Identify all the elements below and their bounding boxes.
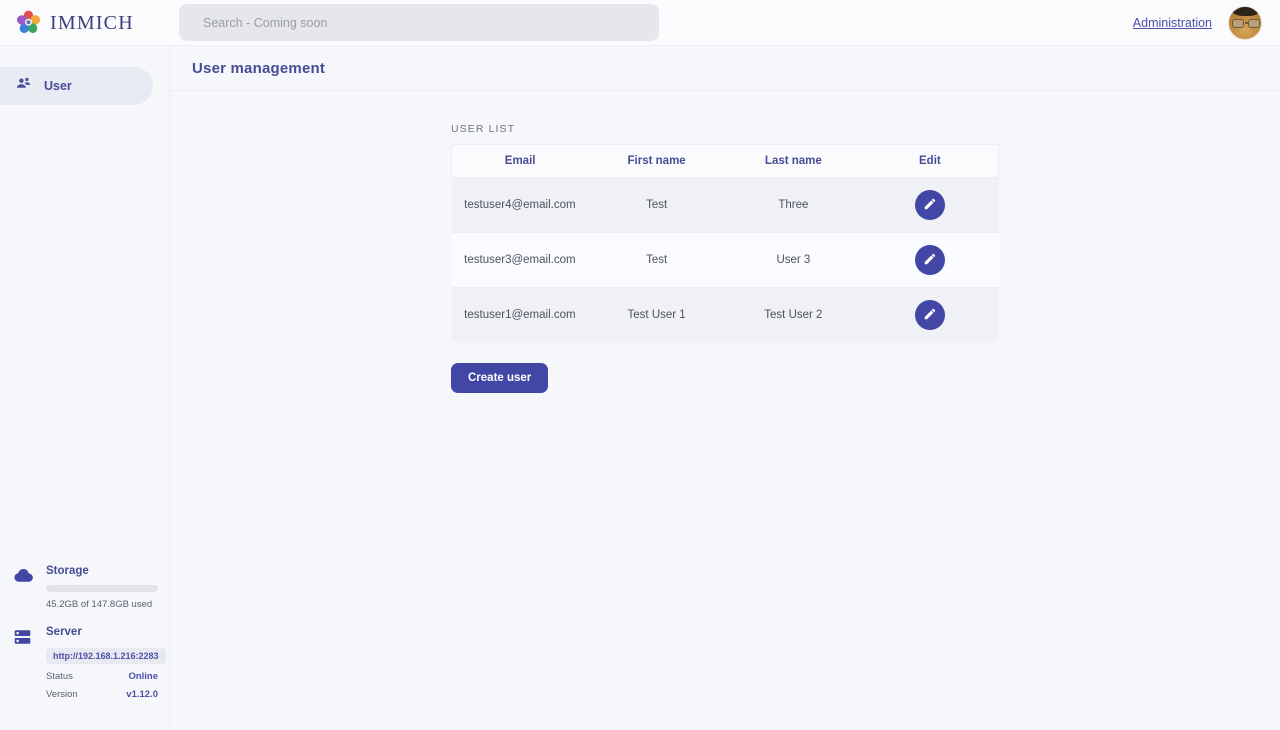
avatar-hair: [1231, 6, 1261, 16]
edit-user-button[interactable]: [915, 300, 946, 331]
edit-user-button[interactable]: [915, 190, 946, 220]
search-container: [179, 4, 659, 41]
panel-footer: Create user: [451, 343, 999, 393]
page-title: User management: [192, 59, 326, 77]
page-header: User management: [170, 46, 1280, 91]
cell-last-name: Three: [725, 177, 862, 233]
table-row: testuser3@email.com Test User 3: [451, 232, 999, 288]
brand-logo[interactable]: IMMICH: [16, 10, 166, 35]
cell-edit: [861, 287, 999, 343]
table-row: testuser1@email.com Test User 1 Test User …: [451, 287, 999, 343]
sidebar-footer: Storage 45.2GB of 147.8GB used: [0, 565, 170, 716]
server-status-value: Online: [128, 671, 158, 682]
avatar[interactable]: [1228, 5, 1262, 40]
sidebar-item-label: User: [44, 79, 72, 93]
sidebar-item-user[interactable]: User: [0, 67, 153, 105]
cell-last-name: Test User 2: [725, 287, 862, 343]
storage-body: Storage 45.2GB of 147.8GB used: [46, 565, 158, 610]
cell-first-name: Test User 1: [588, 287, 725, 343]
storage-section: Storage 45.2GB of 147.8GB used: [0, 565, 170, 610]
top-nav-actions: Administration: [1132, 5, 1262, 40]
avatar-sunglasses-icon: [1232, 18, 1260, 28]
cell-email: testuser4@email.com: [451, 177, 589, 233]
content-area: USER LIST Email First name Last name Edi…: [170, 91, 1280, 393]
cloud-icon: [14, 565, 36, 610]
edit-user-button[interactable]: [915, 245, 946, 275]
storage-progress-bar: [46, 585, 158, 592]
user-table-body: testuser4@email.com Test Three testuser3@em…: [451, 177, 999, 343]
table-header-row: Email First name Last name Edit: [451, 144, 999, 178]
user-list-panel: USER LIST Email First name Last name Edi…: [451, 123, 999, 393]
pencil-icon: [923, 307, 937, 324]
storage-title: Storage: [46, 565, 89, 577]
column-header-edit[interactable]: Edit: [861, 144, 999, 178]
server-section: Server http://192.168.1.216:2283 Status …: [0, 626, 170, 700]
main-content: User management USER LIST Email First na…: [170, 46, 1280, 730]
column-header-first-name[interactable]: First name: [588, 144, 725, 178]
column-header-last-name[interactable]: Last name: [725, 144, 862, 178]
storage-usage-text: 45.2GB of 147.8GB used: [46, 599, 153, 610]
user-table: Email First name Last name Edit testuser…: [451, 144, 999, 343]
server-version-value: v1.12.0: [126, 689, 158, 700]
user-list-label: USER LIST: [451, 123, 516, 135]
server-status-row: Status Online: [46, 671, 158, 682]
cell-email: testuser1@email.com: [451, 287, 589, 343]
server-version-row: Version v1.12.0: [46, 689, 158, 700]
cell-first-name: Test: [588, 232, 725, 288]
top-navigation-bar: IMMICH Administration: [0, 0, 1280, 46]
table-row: testuser4@email.com Test Three: [451, 177, 999, 233]
cell-first-name: Test: [588, 177, 725, 233]
column-header-email[interactable]: Email: [451, 144, 589, 178]
cell-last-name: User 3: [725, 232, 862, 288]
users-icon: [15, 75, 32, 97]
cell-edit: [861, 177, 999, 233]
server-url[interactable]: http://192.168.1.216:2283: [46, 648, 166, 664]
server-version-label: Version: [46, 689, 78, 700]
immich-flower-logo-icon: [16, 10, 41, 35]
pencil-icon: [923, 197, 937, 214]
pencil-icon: [923, 252, 937, 269]
user-table-head: Email First name Last name Edit: [451, 144, 999, 178]
server-rack-icon: [14, 626, 36, 700]
sidebar: User Storage 45.2GB of 147.8GB used: [0, 46, 170, 730]
create-user-button[interactable]: Create user: [451, 362, 549, 393]
administration-link[interactable]: Administration: [1132, 15, 1212, 30]
cell-email: testuser3@email.com: [451, 232, 589, 288]
server-body: Server http://192.168.1.216:2283 Status …: [46, 626, 166, 700]
server-title: Server: [46, 626, 82, 638]
brand-name: IMMICH: [50, 11, 134, 34]
search-input[interactable]: [179, 4, 659, 41]
cell-edit: [861, 232, 999, 288]
server-status-label: Status: [46, 671, 73, 682]
